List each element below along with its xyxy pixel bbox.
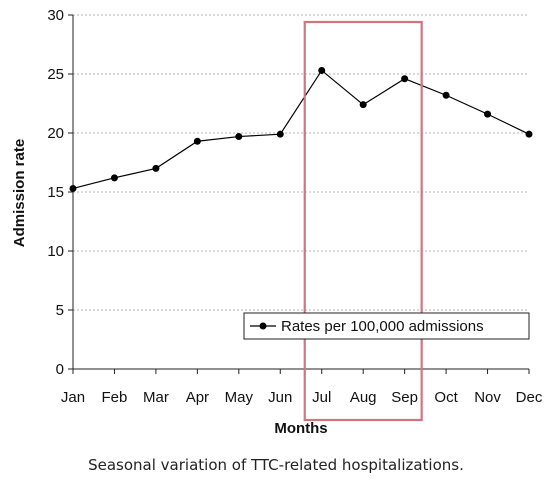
x-tick-label: May [225,389,254,406]
y-tick-label: 0 [56,361,64,378]
x-axis: Jan Feb Mar Apr May Jun Jul Aug Sep Oct Nov Dec [61,368,543,406]
data-point [276,130,284,138]
x-tick-label: Feb [102,389,128,406]
x-tick-label: Jan [61,389,85,406]
data-point [69,184,77,192]
y-axis: 0 5 10 15 20 25 30 [47,7,74,378]
x-tick-label: Mar [143,389,169,406]
x-tick-label: Oct [434,389,458,406]
data-point [318,66,326,74]
legend: Rates per 100,000 admissions [243,312,530,340]
y-tick-label: 20 [47,125,64,142]
data-point [152,164,160,172]
gridlines [73,14,529,311]
x-tick-label: Jul [312,389,331,406]
x-axis-title: Months [274,420,327,437]
data-point [110,174,118,182]
y-tick-label: 10 [47,243,64,260]
x-tick-label: Dec [516,389,543,406]
data-point [442,91,450,99]
series-line [72,69,530,190]
x-tick-label: Nov [474,389,501,406]
y-axis-title: Admission rate [11,139,28,247]
highlight-box [303,20,423,422]
x-tick-label: Sep [391,389,418,406]
y-tick-label: 30 [47,7,64,24]
y-tick-label: 5 [56,302,64,319]
x-tick-label: Jun [268,389,292,406]
data-point [525,130,533,138]
data-point [235,133,243,141]
data-point [484,110,492,118]
figure-caption: Seasonal variation of TTC-related hospit… [88,456,464,474]
legend-box [243,312,530,340]
highlight-rect [303,20,423,422]
data-point [401,75,409,83]
y-tick-label: 25 [47,66,64,83]
y-tick-label: 15 [47,184,64,201]
x-tick-label: Apr [186,389,209,406]
data-point [193,137,201,145]
legend-label: Rates per 100,000 admissions [281,318,484,335]
x-tick-label: Aug [350,389,377,406]
series-polyline [72,69,530,190]
data-point [359,101,367,109]
data-points [69,66,533,192]
legend-marker [259,322,267,330]
